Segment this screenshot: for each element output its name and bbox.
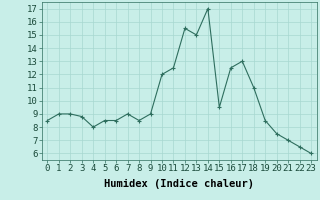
X-axis label: Humidex (Indice chaleur): Humidex (Indice chaleur) — [104, 179, 254, 189]
